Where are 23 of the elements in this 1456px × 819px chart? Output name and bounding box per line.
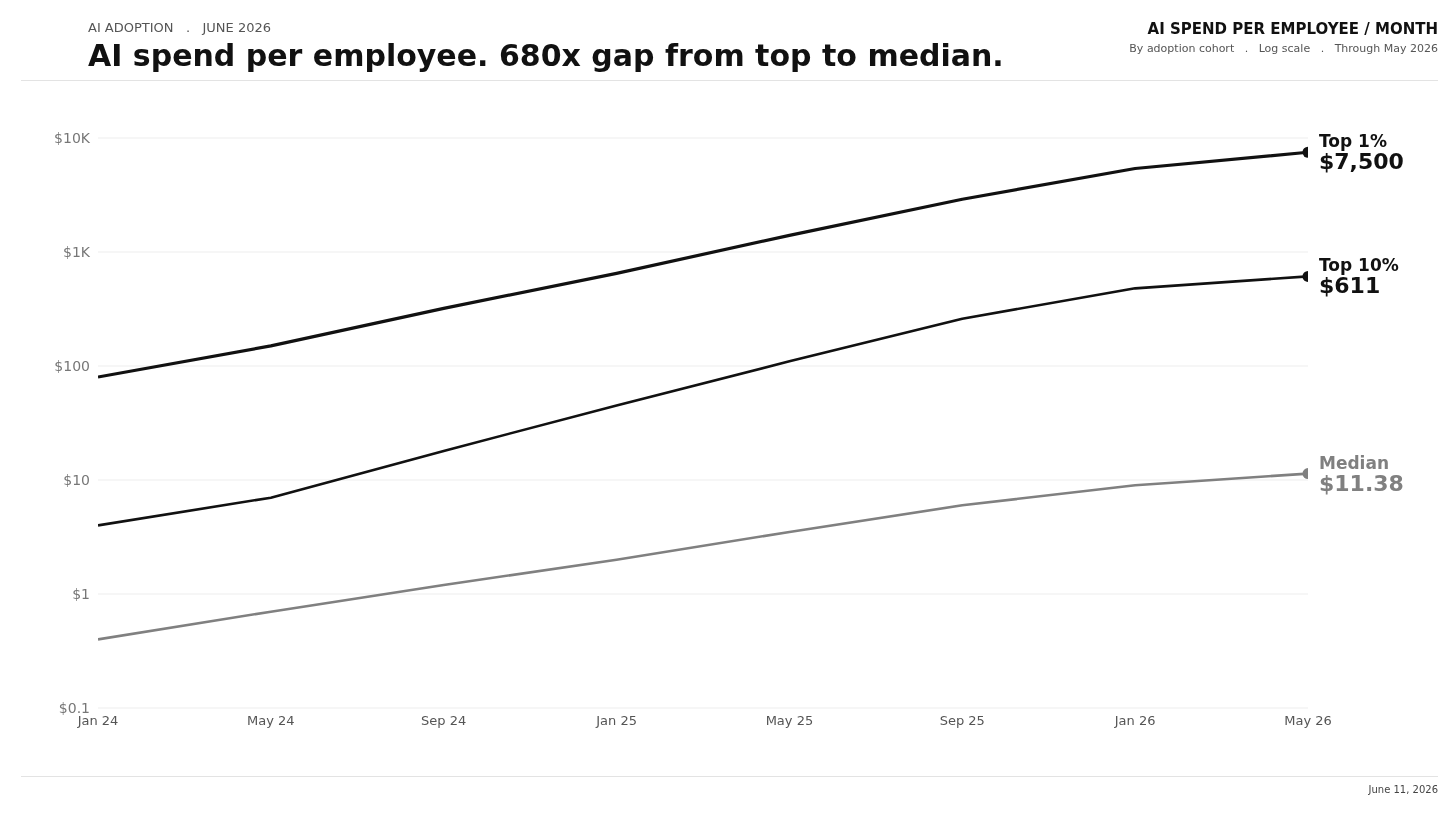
x-tick-label: Jan 26	[1113, 713, 1156, 729]
series-label: Top 1%	[1319, 131, 1387, 152]
text: By adoption cohort . Log scale . Through May 2026	[1129, 42, 1438, 55]
x-tick-label: Sep 24	[421, 713, 467, 729]
y-tick-label: $100	[54, 357, 90, 374]
text: June 11, 2026	[1368, 784, 1438, 795]
text: AI SPEND PER EMPLOYEE / MONTH	[1147, 20, 1438, 38]
x-tick-label: May 25	[765, 713, 814, 729]
x-tick-label: May 26	[1284, 713, 1332, 729]
y-tick-label: $0.1	[58, 699, 90, 716]
series-label: Top 10%	[1319, 255, 1399, 276]
y-tick-label: $10K	[54, 129, 91, 146]
chart-subtitle: AI ADOPTION . JUNE 2026	[88, 20, 271, 35]
y-tick-label: $1	[72, 585, 90, 602]
x-tick-label: May 24	[247, 713, 295, 729]
x-tick-label: Jan 24	[76, 713, 119, 729]
y-tick-label: $1K	[63, 243, 91, 260]
x-tick-label: Jan 25	[595, 713, 637, 729]
data-label: $11.38	[1319, 470, 1404, 496]
series-label: Median	[1319, 452, 1390, 473]
y-tick-label: $10	[63, 471, 90, 488]
x-tick-label: Sep 25	[939, 713, 985, 729]
chart-title: AI spend per employee. 680x gap from top to median.	[88, 38, 1004, 73]
